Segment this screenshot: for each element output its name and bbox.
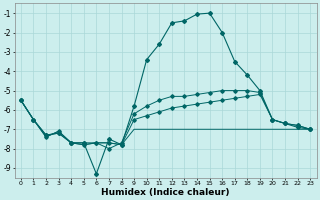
X-axis label: Humidex (Indice chaleur): Humidex (Indice chaleur) [101, 188, 230, 197]
